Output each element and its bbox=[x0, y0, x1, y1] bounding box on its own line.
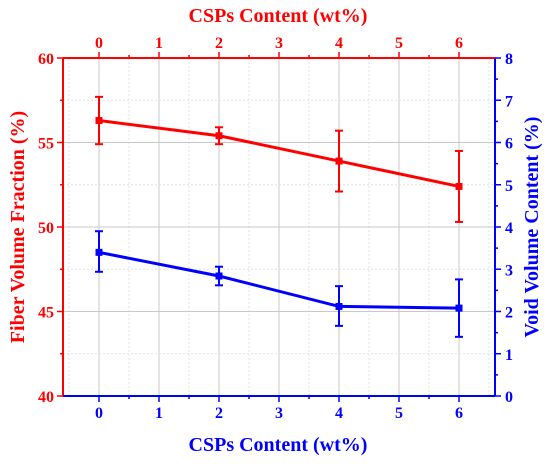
data-point-left bbox=[95, 117, 103, 125]
x-bottom-tick-label: 2 bbox=[215, 405, 223, 422]
data-point-right bbox=[95, 248, 103, 256]
x-top-tick-label: 6 bbox=[455, 35, 463, 52]
grid bbox=[63, 57, 495, 397]
x-top-tick-label: 0 bbox=[95, 35, 103, 52]
data-point-left bbox=[335, 157, 343, 165]
series-layer bbox=[95, 95, 463, 338]
data-point-left bbox=[215, 132, 223, 140]
y-left-tick-label: 55 bbox=[38, 136, 54, 153]
y-right-tick-label: 2 bbox=[505, 305, 513, 322]
data-point-right bbox=[335, 302, 343, 310]
x-bottom-tick-label: 0 bbox=[95, 405, 103, 422]
y-left-tick-label: 50 bbox=[38, 220, 54, 237]
series-line-right bbox=[98, 250, 460, 310]
x-bottom-tick-label: 3 bbox=[275, 405, 283, 422]
y-axis-title-left: Fiber Volume Fraction (%) bbox=[7, 111, 29, 343]
x-top-tick-label: 1 bbox=[155, 35, 163, 52]
data-point-right bbox=[455, 304, 463, 312]
y-right-tick-label: 6 bbox=[505, 136, 513, 153]
x-top-tick-label: 4 bbox=[335, 35, 343, 52]
x-bottom-tick-label: 4 bbox=[335, 405, 343, 422]
x-top-tick-label: 2 bbox=[215, 35, 223, 52]
series-line-left bbox=[98, 119, 460, 188]
y-left-tick-label: 40 bbox=[38, 389, 54, 406]
y-left-tick-label: 45 bbox=[38, 305, 54, 322]
data-point-left bbox=[455, 182, 463, 190]
y-left-tick-label: 60 bbox=[38, 51, 54, 68]
y-right-tick-label: 7 bbox=[505, 93, 513, 110]
x-axis-title-top: CSPs Content (wt%) bbox=[189, 5, 368, 27]
y-right-tick-label: 4 bbox=[505, 220, 513, 237]
x-bottom-tick-label: 5 bbox=[395, 405, 403, 422]
y-right-tick-label: 3 bbox=[505, 262, 513, 279]
x-bottom-tick-label: 6 bbox=[455, 405, 463, 422]
y-right-tick-label: 5 bbox=[505, 178, 513, 195]
x-bottom-tick-label: 1 bbox=[155, 405, 163, 422]
y-axis-title-right: Void Volume Content (%) bbox=[521, 117, 543, 338]
y-right-tick-label: 0 bbox=[505, 389, 513, 406]
x-axis-title-bottom: CSPs Content (wt%) bbox=[189, 434, 368, 456]
x-top-tick-label: 5 bbox=[395, 35, 403, 52]
x-top-tick-label: 3 bbox=[275, 35, 283, 52]
y-right-tick-label: 8 bbox=[505, 51, 513, 68]
data-point-right bbox=[215, 272, 223, 280]
y-right-tick-label: 1 bbox=[505, 347, 513, 364]
